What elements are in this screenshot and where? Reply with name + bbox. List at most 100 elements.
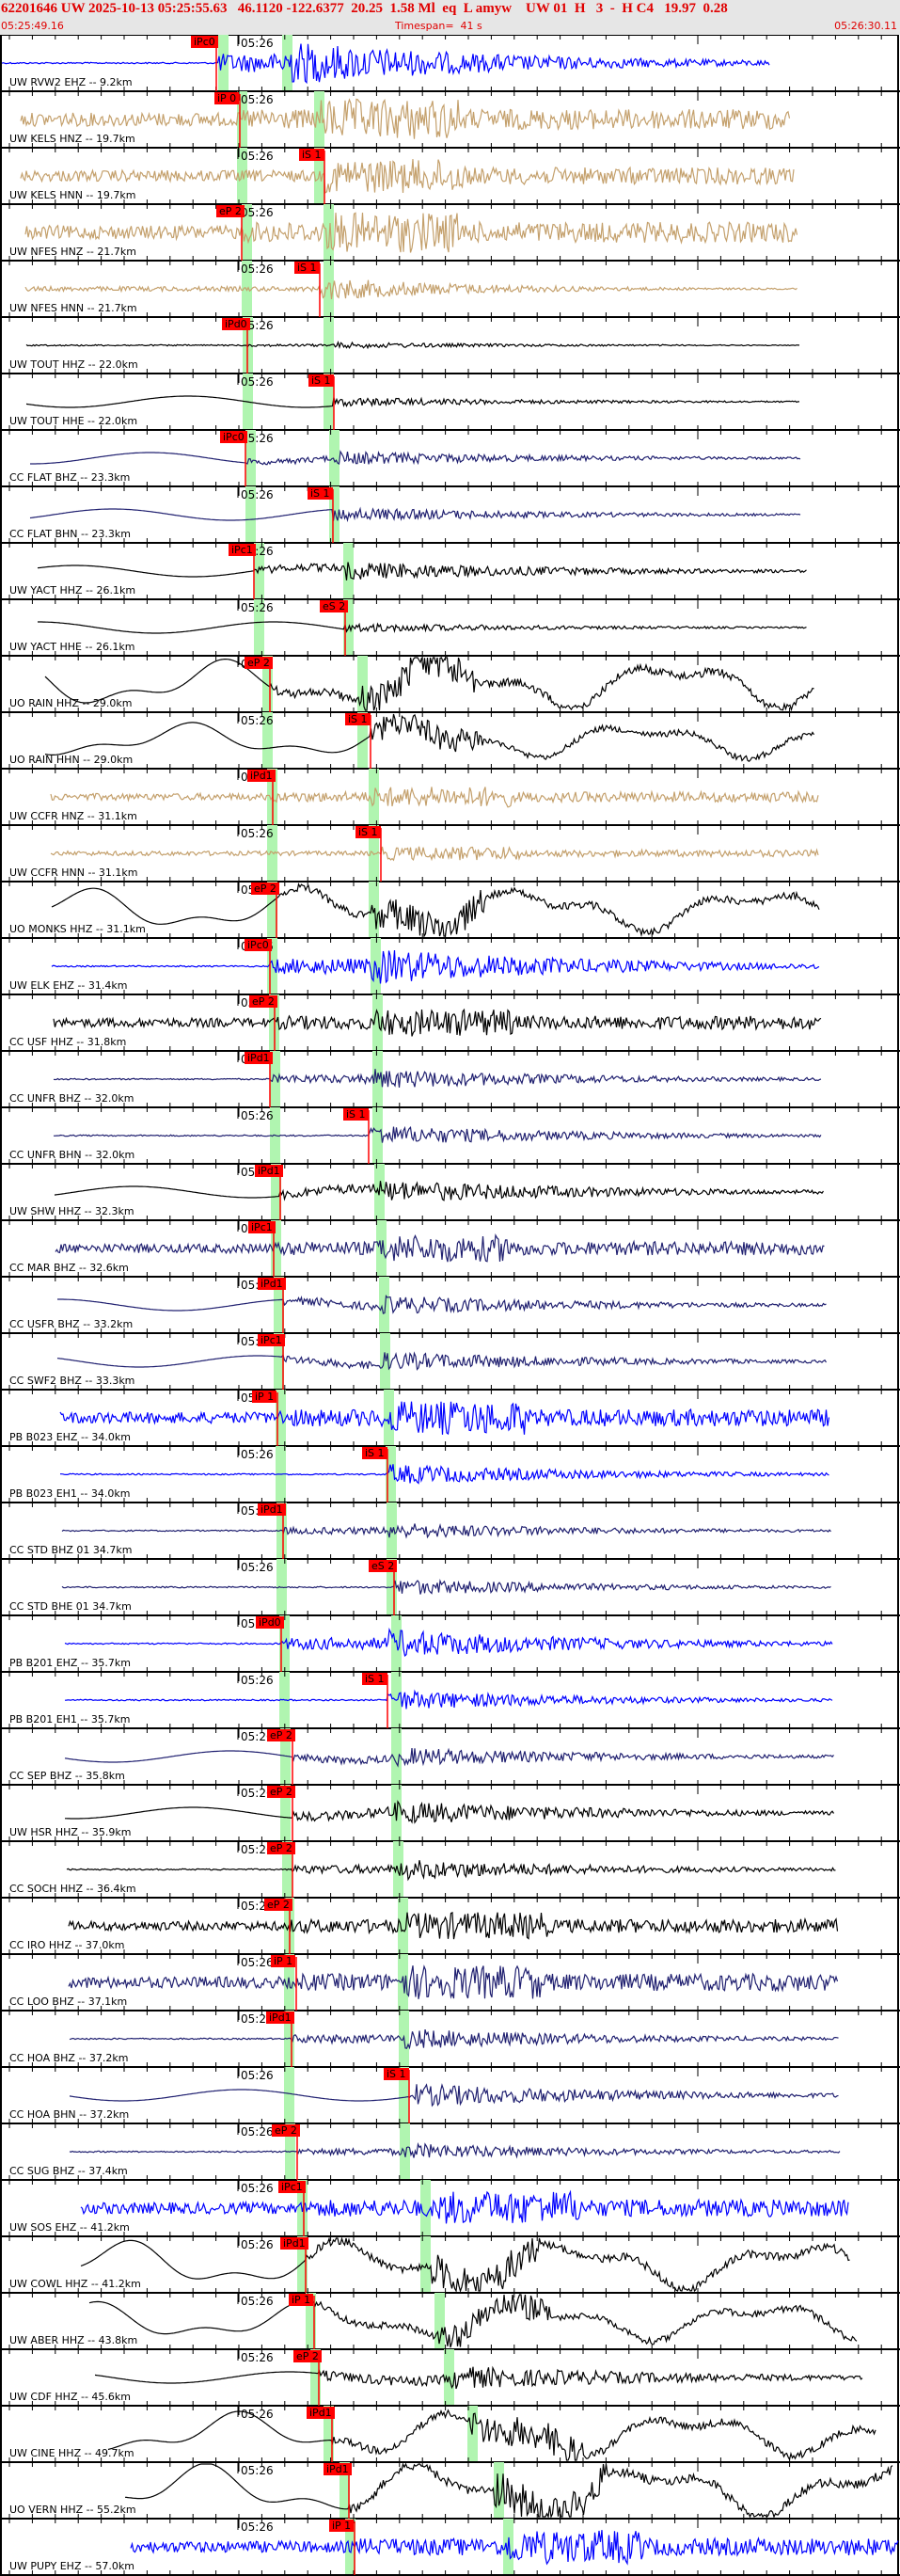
phase-pick-flag[interactable]: iS 1: [355, 826, 381, 838]
phase-pick-flag[interactable]: eP 2: [267, 1786, 295, 1798]
trace-row[interactable]: [0, 1333, 900, 1391]
minute-tick-label: 05:26: [241, 1787, 274, 1800]
minute-tick-label: 05:26: [241, 2069, 274, 2082]
trace-row[interactable]: [0, 1164, 900, 1221]
phase-pick-flag[interactable]: eP 2: [249, 995, 277, 1008]
phase-pick-flag[interactable]: eP 2: [251, 883, 279, 895]
phase-pick-flag[interactable]: eP 2: [293, 2350, 322, 2362]
trace-row[interactable]: [0, 204, 900, 262]
trace-row[interactable]: [0, 1615, 900, 1673]
trace-row[interactable]: [0, 2236, 900, 2294]
trace-row[interactable]: [0, 2011, 900, 2068]
trace-row[interactable]: [0, 2123, 900, 2181]
trace-row[interactable]: [0, 2519, 900, 2576]
phase-pick-flag[interactable]: iPc1: [248, 1221, 276, 1233]
phase-pick-flag[interactable]: iPc0: [245, 939, 272, 951]
trace-row[interactable]: [0, 1503, 900, 1560]
trace-row[interactable]: [0, 2067, 900, 2124]
trace-row[interactable]: [0, 1898, 900, 1955]
trace-row[interactable]: [0, 1107, 900, 1165]
trace-row[interactable]: [0, 2349, 900, 2407]
trace-row[interactable]: [0, 430, 900, 487]
phase-pick-flag[interactable]: iS 1: [299, 149, 324, 161]
trace-label: CC IRO HHZ -- 37.0km: [9, 1939, 125, 1951]
phase-pick-flag[interactable]: iPc1: [278, 2181, 306, 2193]
trace-row[interactable]: [0, 486, 900, 544]
trace-row[interactable]: [0, 543, 900, 600]
phase-pick-flag[interactable]: iPd1: [245, 1052, 273, 1064]
trace-row[interactable]: [0, 261, 900, 318]
phase-pick-flag[interactable]: eP 2: [267, 1729, 295, 1741]
trace-row[interactable]: [0, 825, 900, 883]
phase-pick-flag[interactable]: eP 2: [272, 2124, 300, 2137]
minute-tick-label: 05:26: [241, 150, 274, 163]
trace-row[interactable]: [0, 1785, 900, 1842]
trace-row[interactable]: [0, 1390, 900, 1447]
trace-row[interactable]: [0, 1672, 900, 1729]
trace-row[interactable]: [0, 2406, 900, 2463]
trace-label: UW YACT HHZ -- 26.1km: [9, 584, 136, 596]
phase-pick-flag[interactable]: iS 1: [308, 487, 333, 500]
trace-row[interactable]: [0, 1446, 900, 1503]
phase-pick-flag[interactable]: iPd0: [256, 1616, 284, 1629]
phase-pick-flag[interactable]: iS 1: [345, 713, 371, 725]
trace-row[interactable]: [0, 769, 900, 826]
trace-row[interactable]: [0, 1277, 900, 1334]
phase-pick-flag[interactable]: iS 1: [343, 1108, 369, 1121]
trace-row[interactable]: [0, 2462, 900, 2520]
phase-pick-flag[interactable]: iP 1: [289, 2294, 314, 2306]
trace-row[interactable]: [0, 1220, 900, 1278]
phase-pick-flag[interactable]: eP 2: [245, 657, 273, 669]
trace-row[interactable]: [0, 374, 900, 431]
trace-row[interactable]: [0, 1841, 900, 1899]
trace-row[interactable]: [0, 994, 900, 1052]
minute-tick-label: 05:26: [241, 1674, 274, 1687]
phase-pick-flag[interactable]: iPd1: [258, 1278, 286, 1290]
trace-row[interactable]: [0, 599, 900, 657]
phase-pick-flag[interactable]: iPd1: [247, 770, 276, 782]
phase-pick-flag[interactable]: iPd1: [324, 2463, 352, 2475]
record-section-plot[interactable]: UW RVW2 EHZ -- 9.2km 05:26 iPc0 UW KELS HNZ…: [0, 35, 900, 2576]
phase-pick-flag[interactable]: iP 1: [252, 1391, 277, 1403]
phase-pick-flag[interactable]: eP 2: [264, 1899, 292, 1911]
phase-pick-flag[interactable]: iPd1: [255, 1165, 283, 1177]
trace-row[interactable]: [0, 317, 900, 374]
phase-pick-flag[interactable]: iP 1: [329, 2520, 355, 2532]
phase-pick-flag[interactable]: iS 1: [362, 1447, 387, 1459]
trace-row[interactable]: [0, 148, 900, 205]
phase-pick-flag[interactable]: eP 2: [267, 1842, 295, 1854]
trace-row[interactable]: [0, 712, 900, 770]
phase-pick-flag[interactable]: iS 1: [308, 374, 334, 387]
phase-pick-flag[interactable]: iP 0: [214, 92, 240, 104]
start-time: 05:25:49.16: [1, 20, 64, 32]
phase-pick-flag[interactable]: iPd1: [258, 1503, 286, 1516]
trace-row[interactable]: [0, 1051, 900, 1108]
trace-row[interactable]: [0, 1559, 900, 1616]
phase-pick-flag[interactable]: iS 1: [362, 1673, 387, 1685]
phase-pick-flag[interactable]: iPd1: [266, 2012, 294, 2024]
phase-pick-flag[interactable]: eP 2: [216, 205, 245, 217]
phase-pick-flag[interactable]: iPd1: [280, 2237, 308, 2250]
trace-label: CC STD BHE 01 34.7km: [9, 1600, 132, 1613]
phase-pick-flag[interactable]: iS 1: [384, 2068, 409, 2080]
trace-label: UW HSR HHZ -- 35.9km: [9, 1826, 132, 1838]
phase-pick-flag[interactable]: iPc1: [258, 1334, 285, 1346]
phase-pick-flag[interactable]: iPc1: [229, 544, 256, 556]
phase-pick-flag[interactable]: iP 1: [271, 1955, 296, 1967]
minute-tick-label: 05:26: [241, 714, 274, 727]
end-time: 05:26:30.11: [834, 20, 897, 32]
phase-pick-flag[interactable]: iPc0: [191, 36, 218, 48]
trace-row[interactable]: [0, 1728, 900, 1786]
phase-pick-flag[interactable]: eS 2: [369, 1560, 398, 1572]
phase-pick-flag[interactable]: iPd0: [222, 318, 250, 330]
phase-pick-flag[interactable]: iPd1: [307, 2407, 335, 2419]
trace-row[interactable]: [0, 35, 900, 92]
phase-pick-flag[interactable]: eS 2: [320, 600, 349, 612]
phase-pick-flag[interactable]: iPc0: [220, 431, 247, 443]
trace-row[interactable]: [0, 938, 900, 995]
trace-row[interactable]: [0, 656, 900, 713]
trace-row[interactable]: [0, 91, 900, 149]
trace-row[interactable]: [0, 2180, 900, 2237]
phase-pick-flag[interactable]: iS 1: [294, 262, 320, 274]
trace-row[interactable]: [0, 1954, 900, 2012]
